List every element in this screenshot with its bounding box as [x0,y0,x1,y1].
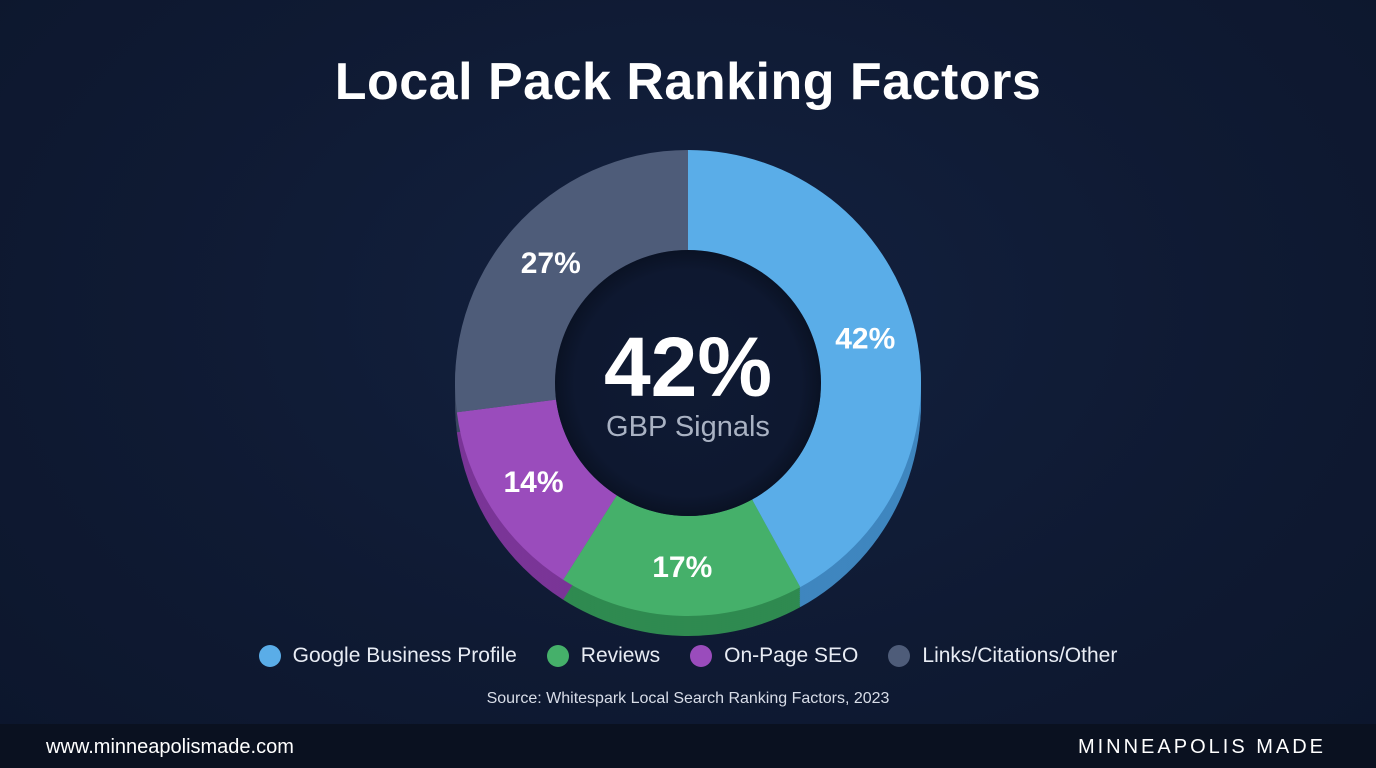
legend-dot-icon [888,645,911,667]
legend-item-on-page-seo: On-Page SEO [690,644,858,668]
slice-on-page-seo [456,399,617,580]
slice-label-google-business-profile: 42% [835,322,895,355]
slice-label-on-page-seo: 14% [503,466,563,499]
slice-label-links-citations-other: 27% [521,247,581,280]
footer-brand-logo: MINNEAPOLIS MADE [1077,736,1326,758]
legend-dot-icon [690,645,713,667]
legend-item-links-citations-other: Links/Citations/Other [888,644,1117,668]
legend-label: Reviews [580,644,661,667]
donut-hole [555,250,821,516]
legend-dot-icon [546,645,569,667]
legend-item-google-business-profile: Google Business Profile [258,644,517,668]
footer-bar: www.minneapolismade.com MINNEAPOLIS MADE [0,724,1376,768]
donut-segments [455,150,921,616]
chart-legend: Google Business Profile Reviews On-Page … [0,644,1376,668]
slice-google-business-profile [688,150,921,588]
legend-label: On-Page SEO [724,644,859,667]
slice-reviews [563,495,801,616]
center-label: GBP Signals [606,411,770,443]
slice-links-citations-other [455,150,688,413]
legend-label: Links/Citations/Other [922,644,1118,667]
source-note: Source: Whitespark Local Search Ranking … [486,690,890,707]
slice-labels: 42% 17% 14% 27% [503,247,895,584]
chart-title: Local Pack Ranking Factors [334,53,1042,111]
center-value: 42% [604,320,772,414]
legend-dot-icon [258,645,281,667]
slice-label-reviews: 17% [652,551,712,584]
legend-label: Google Business Profile [292,644,517,667]
footer-url-link[interactable]: www.minneapolismade.com [46,736,294,758]
legend-item-reviews: Reviews [546,644,661,668]
